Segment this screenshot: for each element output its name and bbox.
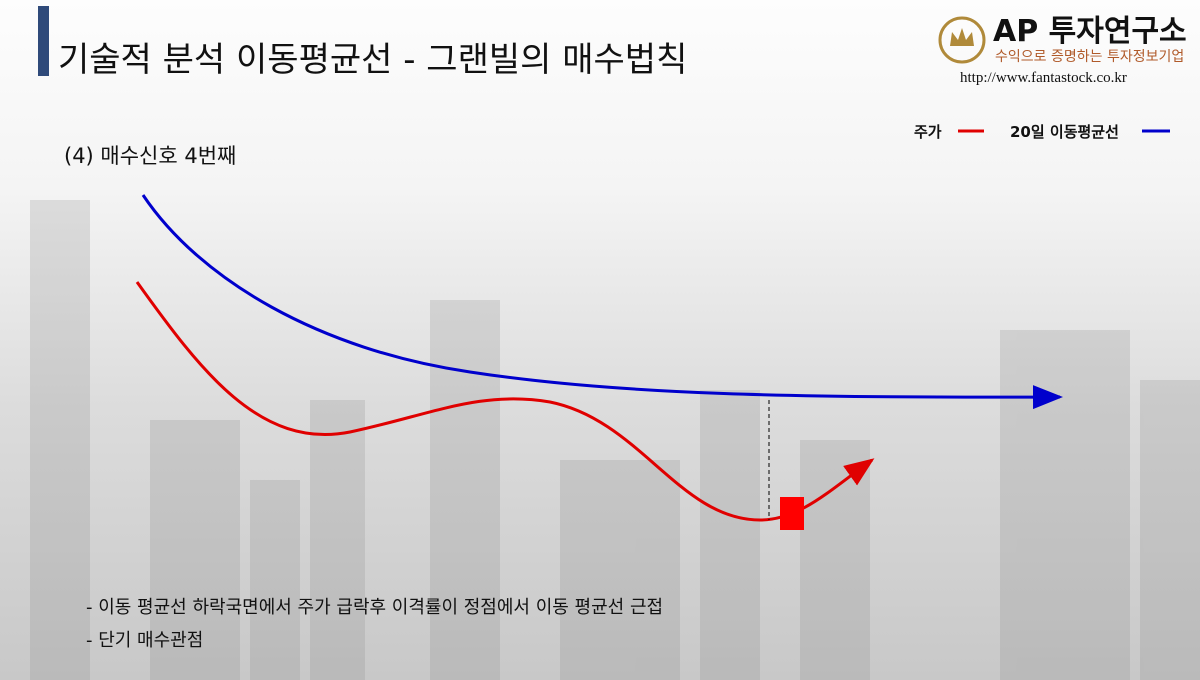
logo-url: http://www.fantastock.co.kr (960, 70, 1127, 86)
logo-tagline: 수익으로 증명하는 투자정보기업 (995, 49, 1185, 65)
logo-emblem (938, 16, 986, 64)
candle (780, 497, 804, 530)
price-line (135, 281, 875, 522)
moving-average-line (141, 194, 1063, 410)
subtitle: (4) 매수신호 4번째 (64, 144, 237, 168)
legend-label: 20일 이동평균선 (1010, 123, 1119, 141)
logo-name: AP 투자연구소 (993, 14, 1187, 49)
logo-crown (950, 28, 974, 46)
bullet: - 이동 평균선 하락국면에서 주가 급락후 이격률이 정점에서 이동 평균선 … (86, 597, 664, 618)
legend-label: 주가 (914, 123, 942, 141)
title-bar (38, 6, 49, 76)
city-background (30, 200, 1200, 680)
slide-title: 기술적 분석 이동평균선 - 그랜빌의 매수법칙 (58, 40, 688, 80)
bullet: - 단기 매수관점 (86, 630, 204, 651)
